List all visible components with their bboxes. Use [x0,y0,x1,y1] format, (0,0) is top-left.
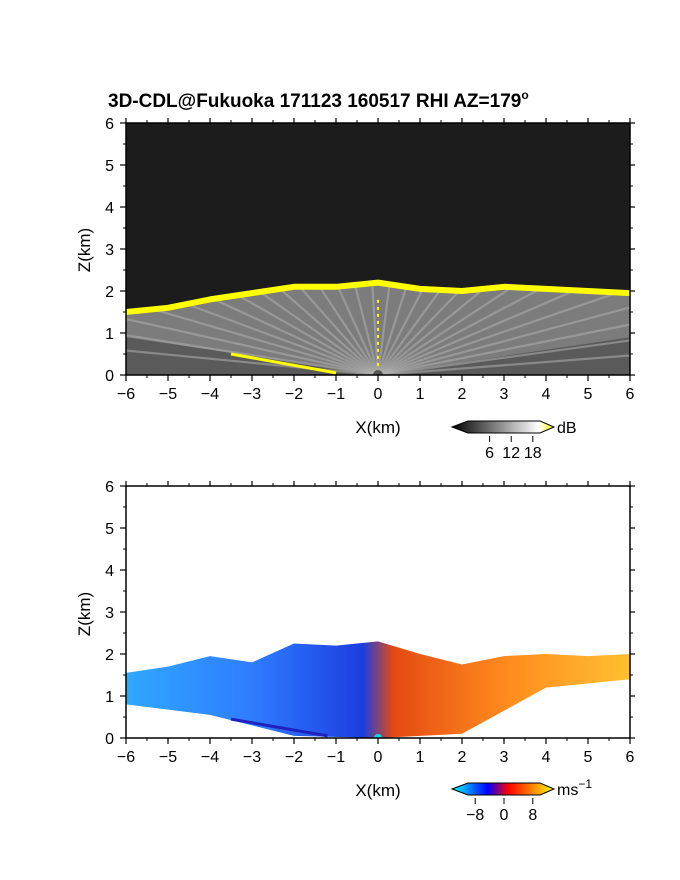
y-tick-label: 1 [105,689,114,706]
y-tick-label: 3 [105,605,114,622]
echo-ray [126,334,379,375]
echo-ray [377,354,630,375]
x-tick-label: −3 [243,386,261,403]
echo-mask [126,123,630,310]
x-axis-label-bottom: X(km) [355,781,400,800]
lidar-site-marker [374,734,382,738]
x-axis-label-top: X(km) [355,418,400,437]
colorbar-bar [450,782,556,796]
colorbar-ticks: −8 0 8 [466,798,537,824]
x-tick-label: 6 [626,749,635,766]
x-tick-label: −5 [159,749,177,766]
colorbar-ticks: 6 12 18 [485,436,542,462]
x-tick-label: −4 [201,386,219,403]
colorbar-unit: ms−1 [557,777,592,799]
lidar-site-marker [373,370,383,375]
colorbar-tick-label: 18 [524,445,542,462]
echo-ground-edge [230,352,337,375]
x-tick-label: −1 [327,386,345,403]
y-tick-label: 1 [105,326,114,343]
y-tick-label: 6 [105,116,114,133]
velocity-field [126,641,630,738]
colorbar-backscatter: dB 6 12 18 [450,420,577,462]
x-tick-label: −2 [285,749,303,766]
x-tick-label: 4 [542,386,551,403]
chart-title: 3D-CDL@Fukuoka 171123 160517 RHI AZ=179o [108,88,529,112]
colorbar-unit: dB [557,420,577,437]
y-tick-label: 2 [105,647,114,664]
colorbar-tick-label: 8 [528,807,537,824]
y-tick-label: 4 [105,563,114,580]
x-tick-label: 2 [458,749,467,766]
x-tick-label: 0 [374,749,383,766]
x-tick-label: 1 [416,749,425,766]
x-tick-label: −6 [117,749,135,766]
x-tick-label: 2 [458,386,467,403]
x-tick-label: −3 [243,749,261,766]
x-tick-label: −6 [117,386,135,403]
echo-ray [377,306,630,375]
colorbar-tick-label: 12 [502,445,520,462]
y-tick-label: 5 [105,521,114,538]
y-tick-label: 0 [105,731,114,748]
x-tick-label: 3 [500,386,509,403]
axis-ticks-bottom: −6 −5 −4 −3 −2 −1 0 1 2 3 4 5 6 0 1 2 3 4 5 6 [105,479,635,766]
axis-ticks-top: −6 −5 −4 −3 −2 −1 0 1 2 3 4 5 6 0 1 2 3 4 5 6 [105,116,635,403]
y-axis-label-top: Z(km) [75,228,94,272]
x-tick-label: 5 [584,386,593,403]
y-tick-label: 2 [105,284,114,301]
x-tick-label: 3 [500,749,509,766]
colorbar-tick-label: −8 [466,807,484,824]
y-tick-label: 6 [105,479,114,496]
y-tick-label: 4 [105,200,114,217]
y-axis-label-bottom: Z(km) [75,592,94,636]
echo-ray [126,317,379,375]
echo-layer [126,123,630,375]
y-tick-label: 0 [105,368,114,385]
velocity-layer [126,641,630,738]
x-tick-label: 5 [584,749,593,766]
echo-top-edge [126,279,630,315]
y-tick-label: 3 [105,242,114,259]
velocity-panel: −6 −5 −4 −3 −2 −1 0 1 2 3 4 5 6 0 1 2 3 4 5 6 X(km) Z(km) m… [75,479,635,824]
x-tick-label: −4 [201,749,219,766]
colorbar-tick-label: 0 [500,807,509,824]
echo-ray [377,339,630,375]
x-tick-label: 1 [416,386,425,403]
colorbar-tick-label: 6 [485,445,494,462]
x-tick-label: 6 [626,386,635,403]
velocity-lower-edge [230,717,328,738]
x-tick-label: 4 [542,749,551,766]
x-tick-label: 0 [374,386,383,403]
x-tick-label: −5 [159,386,177,403]
y-tick-label: 5 [105,158,114,175]
x-tick-label: −2 [285,386,303,403]
colorbar-velocity: ms−1 −8 0 8 [450,777,592,824]
echo-ray [377,323,630,375]
x-tick-label: −1 [327,749,345,766]
colorbar-bar [450,420,556,434]
